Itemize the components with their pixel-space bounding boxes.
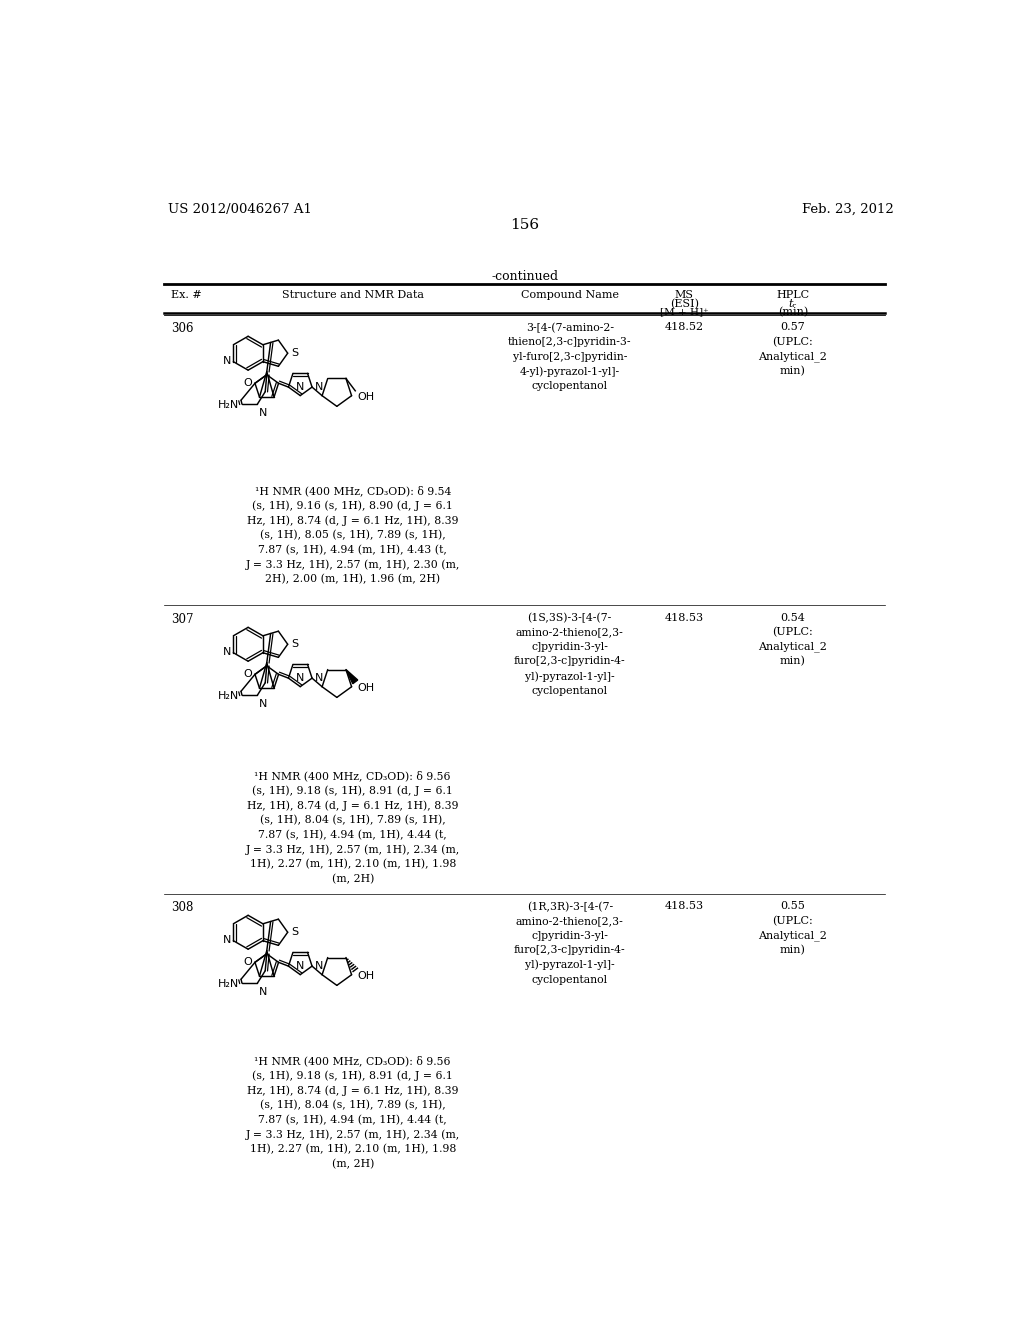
- Text: O: O: [243, 379, 252, 388]
- Text: 0.55
(UPLC:
Analytical_2
min): 0.55 (UPLC: Analytical_2 min): [759, 902, 827, 956]
- Text: Feb. 23, 2012: Feb. 23, 2012: [802, 203, 894, 216]
- Text: N: N: [315, 961, 324, 972]
- Text: 308: 308: [171, 902, 193, 915]
- Text: S: S: [291, 639, 298, 649]
- Text: 0.54
(UPLC:
Analytical_2
min): 0.54 (UPLC: Analytical_2 min): [759, 612, 827, 667]
- Text: ¹H NMR (400 MHz, CD₃OD): δ 9.56
(s, 1H), 9.18 (s, 1H), 8.91 (d, J = 6.1
Hz, 1H),: ¹H NMR (400 MHz, CD₃OD): δ 9.56 (s, 1H),…: [246, 771, 460, 884]
- Text: S: S: [291, 927, 298, 937]
- Text: HPLC: HPLC: [776, 290, 810, 300]
- Text: (1R,3R)-3-[4-(7-
amino-2-thieno[2,3-
c]pyridin-3-yl-
furo[2,3-c]pyridin-4-
yl)-p: (1R,3R)-3-[4-(7- amino-2-thieno[2,3- c]p…: [514, 902, 626, 985]
- Text: [M + H]⁺: [M + H]⁺: [660, 308, 709, 315]
- Text: 307: 307: [171, 612, 194, 626]
- Text: N: N: [259, 408, 267, 418]
- Text: OH: OH: [357, 972, 375, 981]
- Polygon shape: [346, 669, 357, 684]
- Text: MS: MS: [675, 290, 694, 300]
- Text: H₂N: H₂N: [218, 690, 239, 701]
- Text: O: O: [243, 669, 252, 680]
- Text: H₂N: H₂N: [218, 979, 239, 989]
- Text: 0.57
(UPLC:
Analytical_2
min): 0.57 (UPLC: Analytical_2 min): [759, 322, 827, 376]
- Text: OH: OH: [357, 684, 375, 693]
- Text: (ESI): (ESI): [670, 298, 699, 309]
- Text: N: N: [315, 381, 324, 392]
- Text: 418.53: 418.53: [665, 612, 705, 623]
- Text: US 2012/0046267 A1: US 2012/0046267 A1: [168, 203, 312, 216]
- Text: Ex. #: Ex. #: [171, 290, 202, 300]
- Text: 3-[4-(7-amino-2-
thieno[2,3-c]pyridin-3-
yl-furo[2,3-c]pyridin-
4-yl)-pyrazol-1-: 3-[4-(7-amino-2- thieno[2,3-c]pyridin-3-…: [508, 322, 632, 391]
- Text: 418.53: 418.53: [665, 902, 705, 911]
- Text: ¹H NMR (400 MHz, CD₃OD): δ 9.56
(s, 1H), 9.18 (s, 1H), 8.91 (d, J = 6.1
Hz, 1H),: ¹H NMR (400 MHz, CD₃OD): δ 9.56 (s, 1H),…: [246, 1056, 460, 1168]
- Text: N: N: [222, 356, 231, 366]
- Text: N: N: [259, 700, 267, 709]
- Text: Compound Name: Compound Name: [521, 290, 618, 300]
- Text: -continued: -continued: [492, 271, 558, 282]
- Text: N: N: [222, 647, 231, 657]
- Text: N: N: [296, 381, 304, 392]
- Text: tᵣ: tᵣ: [788, 298, 797, 309]
- Text: 418.52: 418.52: [665, 322, 705, 333]
- Text: 306: 306: [171, 322, 194, 335]
- Text: N: N: [222, 935, 231, 945]
- Text: N: N: [296, 961, 304, 970]
- Text: O: O: [243, 957, 252, 968]
- Text: H₂N: H₂N: [218, 400, 239, 409]
- Text: OH: OH: [357, 392, 375, 403]
- Text: (min): (min): [778, 308, 808, 317]
- Text: 156: 156: [510, 218, 540, 232]
- Text: Structure and NMR Data: Structure and NMR Data: [282, 290, 424, 300]
- Text: N: N: [315, 673, 324, 684]
- Text: N: N: [259, 987, 267, 997]
- Text: (1S,3S)-3-[4-(7-
amino-2-thieno[2,3-
c]pyridin-3-yl-
furo[2,3-c]pyridin-4-
yl)-p: (1S,3S)-3-[4-(7- amino-2-thieno[2,3- c]p…: [514, 612, 626, 696]
- Text: N: N: [296, 673, 304, 682]
- Text: S: S: [291, 348, 298, 358]
- Text: ¹H NMR (400 MHz, CD₃OD): δ 9.54
(s, 1H), 9.16 (s, 1H), 8.90 (d, J = 6.1
Hz, 1H),: ¹H NMR (400 MHz, CD₃OD): δ 9.54 (s, 1H),…: [246, 486, 460, 585]
